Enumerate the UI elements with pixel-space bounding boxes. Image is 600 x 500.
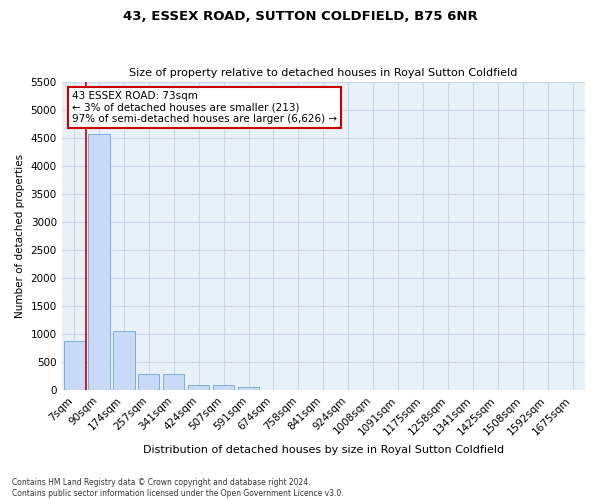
- X-axis label: Distribution of detached houses by size in Royal Sutton Coldfield: Distribution of detached houses by size …: [143, 445, 504, 455]
- Bar: [188, 385, 209, 390]
- Bar: [88, 134, 110, 390]
- Text: 43 ESSEX ROAD: 73sqm
← 3% of detached houses are smaller (213)
97% of semi-detac: 43 ESSEX ROAD: 73sqm ← 3% of detached ho…: [72, 91, 337, 124]
- Text: Contains HM Land Registry data © Crown copyright and database right 2024.
Contai: Contains HM Land Registry data © Crown c…: [12, 478, 344, 498]
- Bar: [138, 374, 160, 390]
- Bar: [238, 387, 259, 390]
- Bar: [163, 374, 184, 390]
- Y-axis label: Number of detached properties: Number of detached properties: [15, 154, 25, 318]
- Title: Size of property relative to detached houses in Royal Sutton Coldfield: Size of property relative to detached ho…: [129, 68, 518, 78]
- Bar: [213, 385, 234, 390]
- Text: 43, ESSEX ROAD, SUTTON COLDFIELD, B75 6NR: 43, ESSEX ROAD, SUTTON COLDFIELD, B75 6N…: [122, 10, 478, 23]
- Bar: [113, 331, 134, 390]
- Bar: [64, 341, 85, 390]
